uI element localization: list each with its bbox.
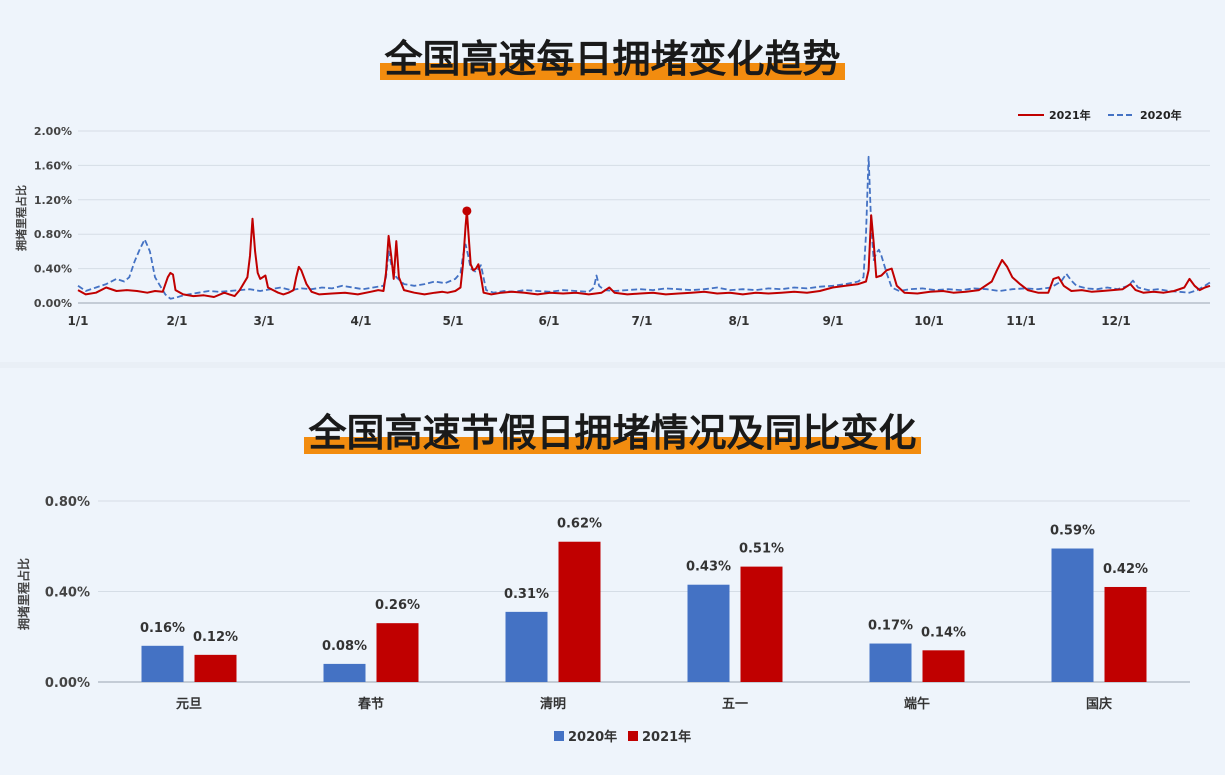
trend-x-tick-label: 5/1 [442, 314, 463, 328]
bar-value-label: 0.42% [1103, 562, 1148, 577]
trend-y-tick-label: 0.00% [34, 297, 72, 310]
trend-y-tick-label: 2.00% [34, 125, 72, 138]
bar-2020-端午 [869, 643, 912, 682]
holiday-category-label: 春节 [357, 696, 384, 712]
bar-2020-元旦 [141, 645, 184, 682]
legend-2020-label: 2020年 [568, 729, 617, 745]
trend-y-tick-label: 1.20% [34, 194, 72, 207]
bar-value-label: 0.59% [1050, 524, 1095, 539]
holiday-bar-chart: 0.00% 0.40% 0.80% 拥堵里程占比 0.16% 0.12% 0.08% 0.… [16, 495, 1190, 745]
bar-2021-元旦 [194, 654, 237, 682]
bar-2021-清明 [558, 541, 601, 682]
trend-panel: 全国高速每日拥堵变化趋势 0.00% 0.40% 0.80% 1.20% 1.60% 2.… [0, 0, 1225, 362]
holiday-category-label: 端午 [904, 696, 930, 712]
bar-2021-端午 [922, 650, 965, 682]
bar-2021-春节 [376, 623, 419, 682]
holiday-category-label: 清明 [540, 696, 566, 712]
holiday-category-label: 国庆 [1086, 696, 1112, 712]
legend-2021-label: 2021年 [1049, 108, 1091, 122]
bar-value-label: 0.43% [686, 560, 731, 575]
trend-legend: 2021年 2020年 [1018, 108, 1182, 122]
trend-x-tick-label: 9/1 [822, 314, 843, 328]
bar-value-label: 0.62% [557, 517, 602, 532]
bar-2021-五一 [740, 566, 783, 682]
trend-y-tick-label: 0.40% [34, 263, 72, 276]
bar-value-label: 0.26% [375, 598, 420, 613]
trend-peak-marker [462, 206, 472, 216]
holiday-title: 全国高速节假日拥堵情况及同比变化 [304, 413, 921, 454]
bar-value-label: 0.51% [739, 542, 784, 557]
bar-value-label: 0.12% [193, 630, 238, 645]
trend-x-tick-label: 11/1 [1006, 314, 1035, 328]
bar-2020-清明 [505, 611, 548, 682]
legend-2021-label: 2021年 [642, 729, 691, 745]
legend-2020-swatch [554, 731, 564, 741]
trend-x-tick-label: 8/1 [728, 314, 749, 328]
trend-x-tick-label: 7/1 [631, 314, 652, 328]
trend-series-2021-line [77, 210, 1211, 298]
trend-y-tick-label: 1.60% [34, 159, 72, 172]
bar-2020-五一 [687, 584, 730, 682]
bar-value-label: 0.08% [322, 639, 367, 654]
bar-value-label: 0.14% [921, 625, 966, 640]
bar-value-label: 0.17% [868, 619, 913, 634]
holiday-category-label: 元旦 [176, 697, 202, 712]
legend-2020-label: 2020年 [1140, 108, 1182, 122]
trend-x-tick-label: 2/1 [166, 314, 187, 328]
legend-2021-swatch [628, 731, 638, 741]
trend-x-tick-label: 6/1 [538, 314, 559, 328]
bar-value-label: 0.16% [140, 621, 185, 636]
bar-2021-国庆 [1104, 586, 1147, 682]
holiday-panel: 全国高速节假日拥堵情况及同比变化 0.00% 0.40% 0.80% 拥堵里程占比 … [0, 368, 1225, 775]
holiday-y-tick-label: 0.40% [45, 586, 90, 601]
holiday-category-label: 五一 [722, 697, 748, 712]
trend-y-axis-label: 拥堵里程占比 [14, 185, 28, 251]
trend-title: 全国高速每日拥堵变化趋势 [380, 39, 845, 80]
holiday-legend: 2020年 2021年 [554, 729, 691, 745]
trend-x-tick-label: 12/1 [1101, 314, 1130, 328]
bar-value-label: 0.31% [504, 587, 549, 602]
bar-2020-国庆 [1051, 548, 1094, 682]
trend-x-tick-label: 3/1 [253, 314, 274, 328]
trend-x-tick-label: 1/1 [67, 314, 88, 328]
trend-x-tick-label: 10/1 [914, 314, 943, 328]
holiday-y-axis-label: 拥堵里程占比 [16, 558, 31, 630]
holiday-y-tick-label: 0.00% [45, 676, 90, 691]
trend-series-2020-line [77, 155, 1211, 300]
bar-2020-春节 [323, 663, 366, 682]
trend-y-tick-label: 0.80% [34, 228, 72, 241]
trend-x-tick-label: 4/1 [350, 314, 371, 328]
holiday-y-tick-label: 0.80% [45, 495, 90, 510]
trend-line-chart: 0.00% 0.40% 0.80% 1.20% 1.60% 2.00% 1/1 2/1 3/1… [14, 108, 1211, 328]
